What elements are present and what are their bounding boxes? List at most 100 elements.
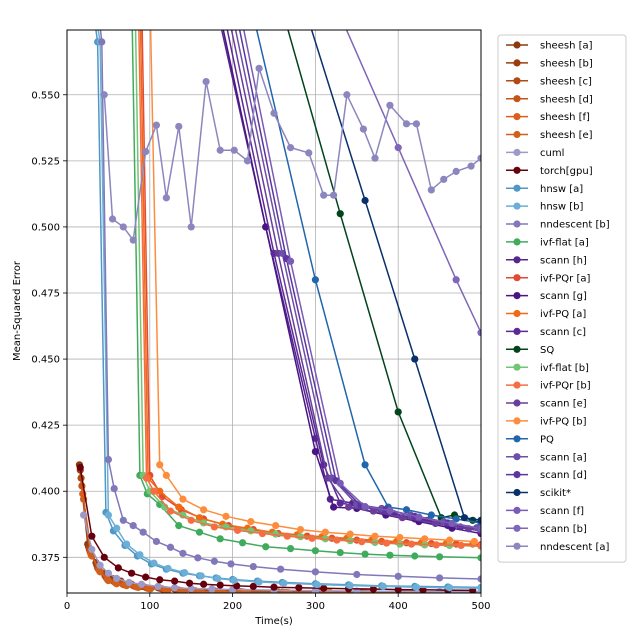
data-point: [200, 580, 208, 588]
data-point: [436, 574, 444, 582]
data-point: [175, 122, 183, 131]
data-point: [210, 557, 218, 565]
data-point: [114, 564, 122, 572]
data-point: [383, 539, 391, 547]
legend-entry: scann [h]: [506, 255, 587, 266]
data-point: [286, 544, 295, 553]
data-point: [344, 503, 353, 511]
data-point: [162, 471, 170, 479]
data-point: [136, 551, 144, 559]
data-point: [431, 519, 440, 528]
data-point: [233, 582, 241, 590]
legend-swatch-marker: [513, 435, 521, 443]
legend-entry: scikit*: [506, 488, 571, 499]
data-point: [411, 552, 419, 560]
data-point: [249, 562, 257, 571]
data-point: [179, 549, 187, 557]
data-point: [278, 249, 286, 257]
data-point: [113, 580, 121, 588]
data-point: [156, 461, 164, 469]
series-line: [345, 30, 481, 333]
data-point: [88, 545, 96, 553]
data-point: [164, 586, 172, 593]
data-point: [477, 516, 481, 524]
legend-entry: cuml: [506, 148, 564, 159]
data-point: [113, 574, 121, 583]
legend-swatch-marker: [513, 113, 521, 121]
data-point: [336, 210, 344, 218]
legend-label: ivf-PQ [a]: [540, 309, 586, 320]
legend-swatch-marker: [513, 506, 521, 514]
legend-swatch-marker: [513, 488, 521, 497]
legend: sheesh [a] sheesh [b] sheesh [c] sheesh [d]…: [497, 34, 627, 563]
data-point: [353, 570, 361, 579]
y-tick-label: 0.400: [31, 487, 60, 498]
data-point: [194, 554, 202, 562]
data-point: [477, 542, 481, 550]
data-point: [477, 525, 481, 533]
data-point: [150, 559, 158, 567]
legend-label: ivf-PQr [b]: [540, 381, 591, 392]
x-tick-label: 300: [306, 601, 325, 612]
legend-label: sheesh [f]: [540, 112, 590, 123]
data-point: [255, 64, 263, 72]
data-point: [272, 521, 280, 530]
data-point: [152, 121, 161, 129]
legend-swatch-marker: [513, 256, 521, 264]
data-point: [175, 521, 183, 530]
legend-label: ivf-flat [b]: [540, 363, 589, 374]
series-ivf-pq-b-: [149, 30, 478, 546]
y-tick-label: 0.450: [31, 355, 60, 366]
y-axis-label: Mean-Squared Error: [12, 260, 23, 361]
data-point: [477, 554, 481, 562]
legend-entry: ivf-flat [b]: [506, 363, 589, 374]
data-point: [104, 569, 112, 577]
data-point: [369, 585, 377, 593]
series-line: [99, 30, 481, 580]
data-point: [247, 527, 255, 535]
legend-entry: sheesh [c]: [506, 76, 592, 87]
series-scann-b-: [345, 30, 481, 337]
data-point: [445, 584, 454, 592]
data-point: [210, 523, 218, 531]
data-point: [100, 91, 108, 99]
legend-label: ivf-PQr [a]: [540, 273, 590, 284]
legend-label: scann [c]: [540, 327, 586, 338]
legend-swatch-marker: [513, 381, 521, 389]
data-point: [445, 536, 454, 544]
data-point: [346, 581, 354, 590]
data-point: [369, 507, 377, 515]
legend-label: scann [e]: [540, 399, 587, 410]
y-tick-label: 0.425: [31, 421, 60, 432]
legend-swatch-marker: [513, 524, 521, 532]
data-point: [255, 578, 263, 586]
x-tick-label: 200: [223, 601, 242, 612]
data-point: [123, 540, 131, 548]
data-point: [379, 582, 387, 590]
data-point: [139, 528, 147, 536]
data-point: [477, 584, 481, 592]
data-point: [142, 573, 150, 581]
legend-label: nndescent [b]: [540, 220, 610, 231]
data-point: [452, 167, 460, 176]
x-axis-label: Time(s): [254, 616, 293, 627]
data-point: [249, 582, 257, 590]
data-point: [386, 101, 394, 109]
legend-swatch-marker: [513, 95, 521, 103]
legend-swatch-marker: [513, 399, 521, 407]
series-cuml: [79, 511, 481, 593]
legend-entry: scann [g]: [506, 291, 587, 302]
data-point: [104, 511, 112, 519]
data-point: [142, 474, 151, 482]
legend-swatch-marker: [513, 327, 521, 335]
data-point: [432, 541, 440, 549]
data-point: [460, 514, 469, 522]
data-point: [346, 530, 354, 538]
legend-label: scikit*: [540, 488, 571, 499]
data-point: [119, 223, 127, 231]
data-point: [336, 548, 344, 557]
legend-swatch-marker: [513, 238, 521, 246]
data-point: [448, 519, 456, 528]
data-point: [311, 276, 319, 284]
data-point: [180, 569, 189, 577]
